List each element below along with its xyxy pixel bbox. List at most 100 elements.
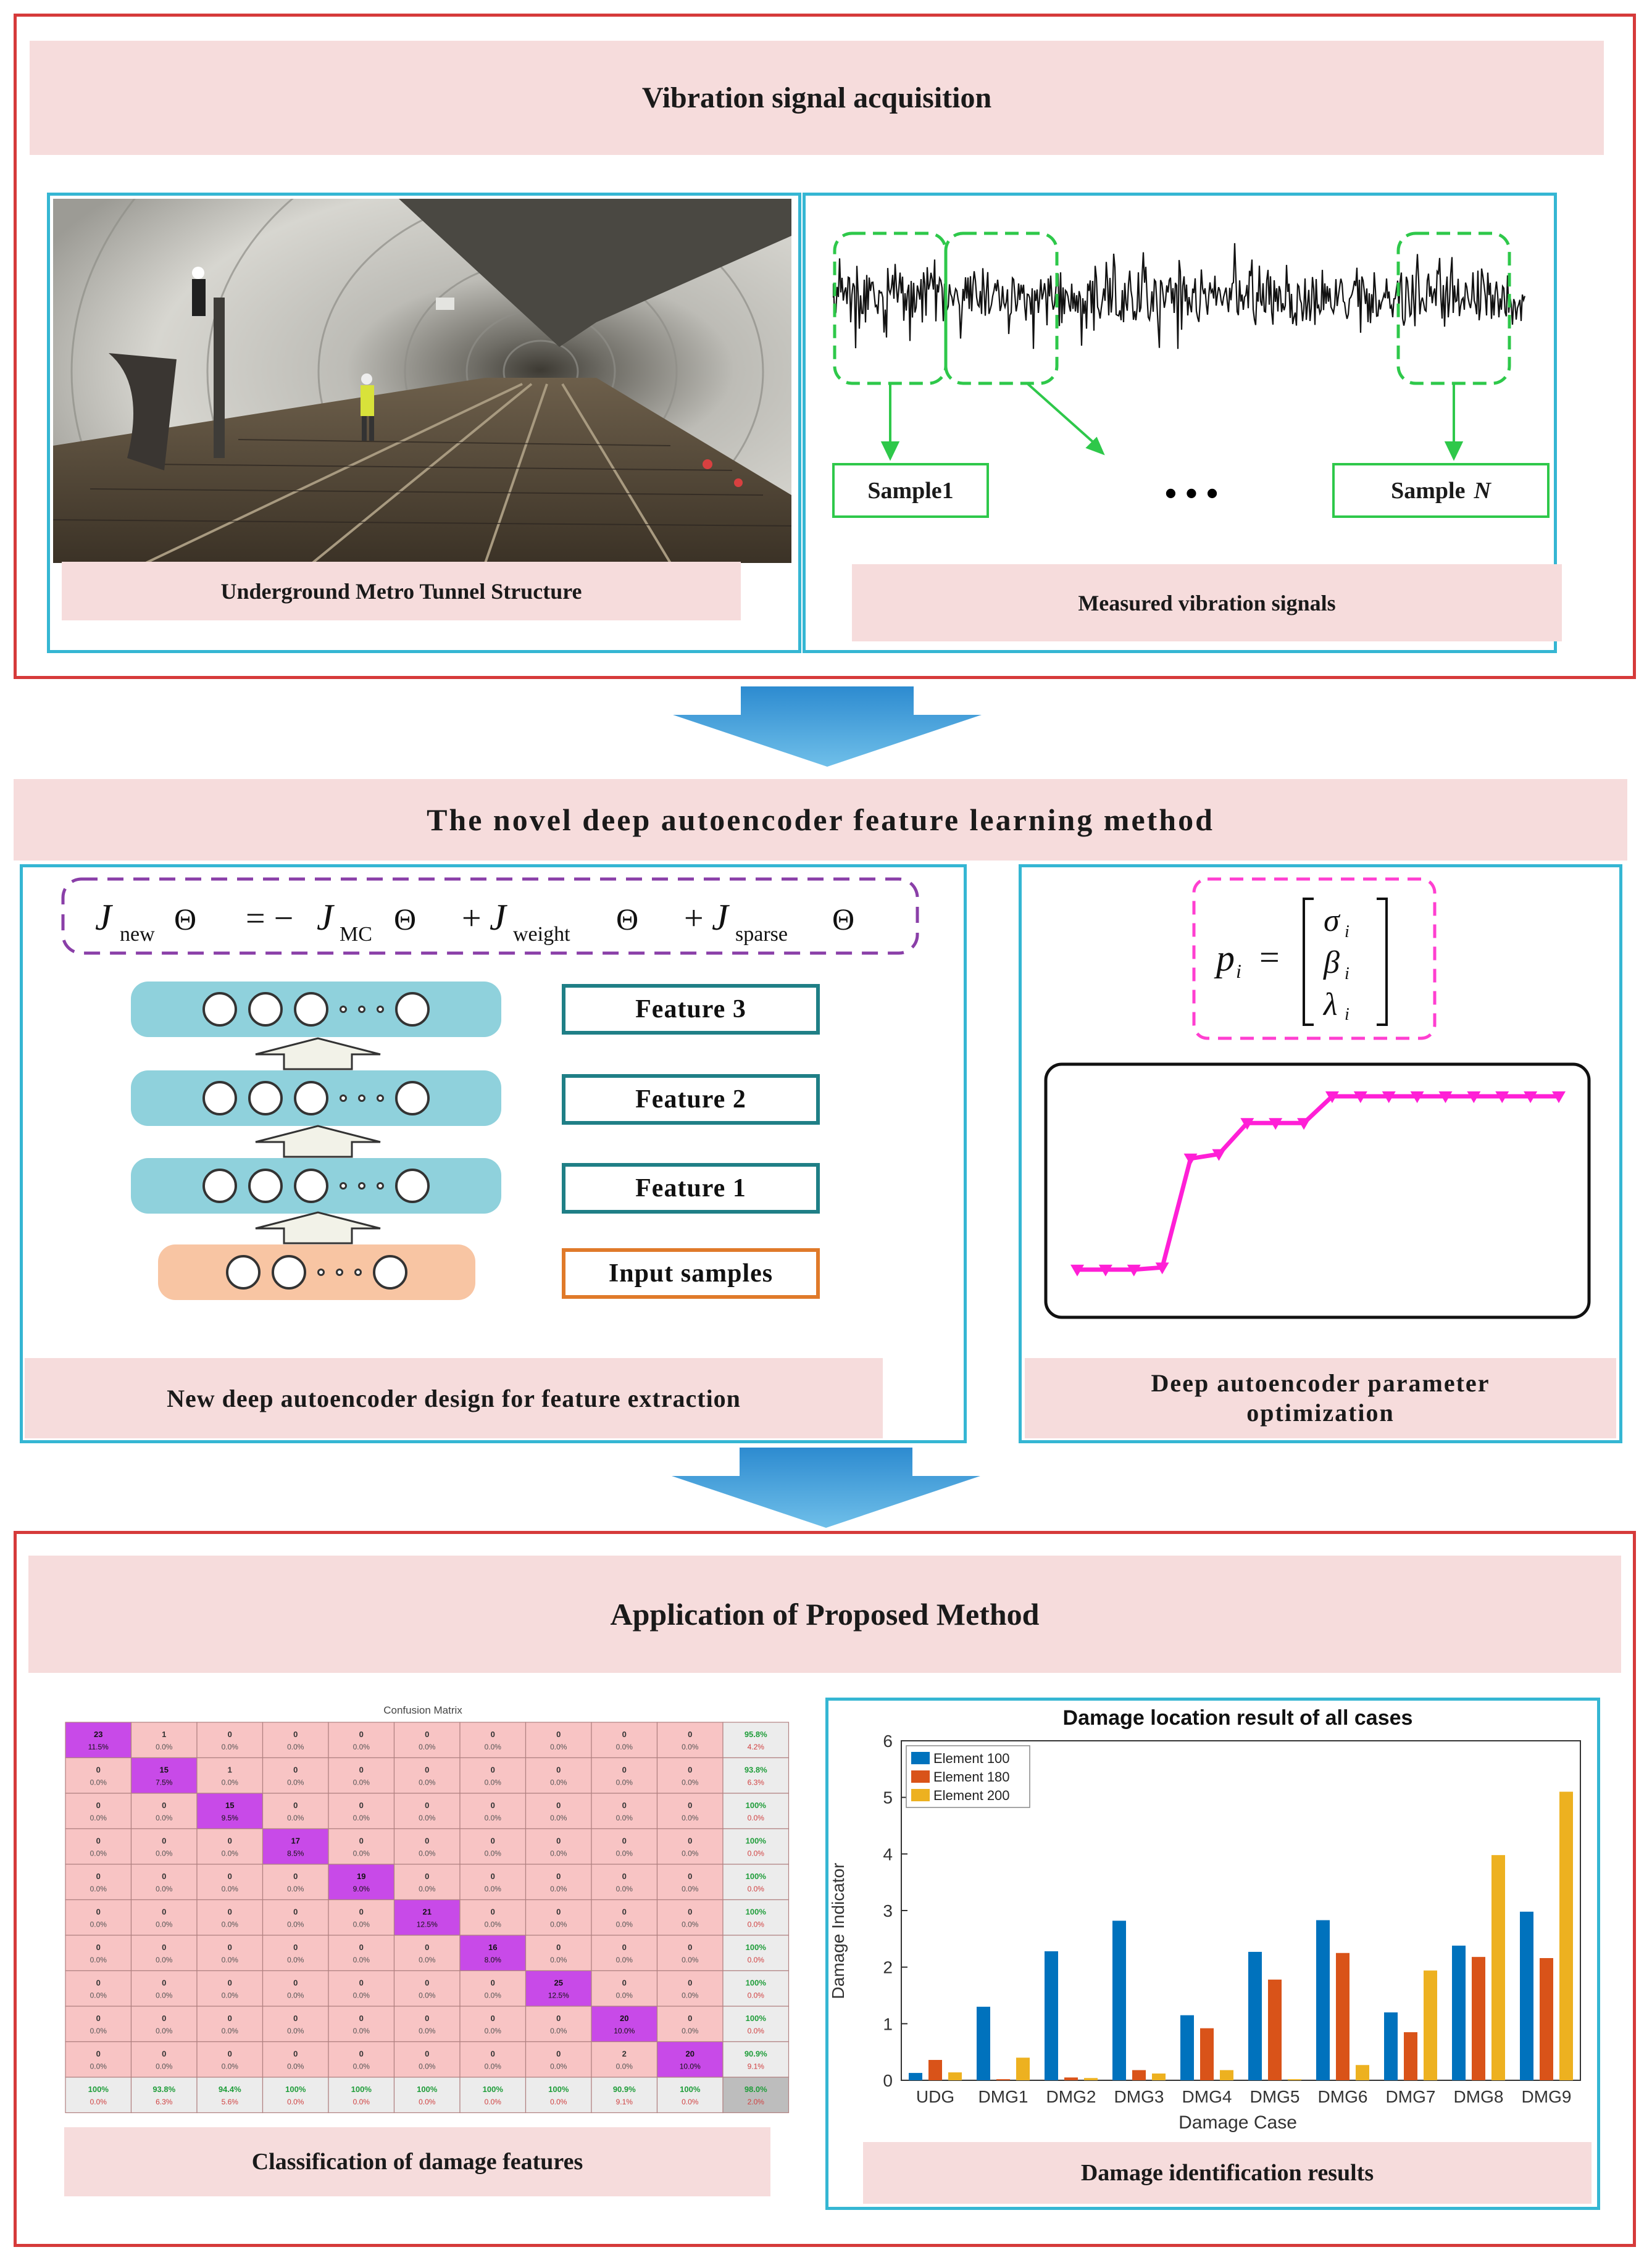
confusion-cell-count: 0	[228, 2014, 232, 2023]
confusion-cell-pct: 0.0%	[287, 2062, 304, 2071]
bar-element-100	[1248, 1951, 1262, 2080]
confusion-cell-pct: 0.0%	[748, 1991, 765, 2000]
confusion-cell-pct: 0.0%	[419, 1849, 436, 1858]
confusion-cell-count: 0	[491, 1765, 495, 1775]
confusion-cell-pct: 0.0%	[682, 1991, 699, 2000]
confusion-cell	[459, 2041, 527, 2078]
confusion-cell-pct: 0.0%	[353, 1920, 370, 1929]
vector-p-sub: i	[1236, 960, 1241, 982]
confusion-cell-pct: 0.0%	[419, 1814, 436, 1822]
confusion-cell-pct: 0.0%	[156, 1991, 173, 2000]
legend-swatch	[911, 1789, 930, 1801]
confusion-cell-pct: 0.0%	[222, 2062, 239, 2071]
confusion-cell-pct: 10.0%	[614, 2027, 635, 2035]
confusion-cell-pct: 0.0%	[550, 2027, 567, 2035]
confusion-cell	[130, 1899, 198, 1936]
ellipsis-dot	[358, 1006, 365, 1013]
confusion-cell-count: 0	[622, 1730, 627, 1739]
optimization-marker	[1127, 1264, 1141, 1277]
confusion-cell	[328, 1899, 395, 1936]
confusion-cell-pct: 0.0%	[156, 1743, 173, 1751]
confusion-cell-pct: 0.0%	[682, 1956, 699, 1964]
confusion-cell-count: 0	[359, 1907, 364, 1917]
confusion-cell-count: 100%	[417, 2085, 438, 2094]
signal-panel	[803, 193, 1557, 653]
formula-sub-new: new	[120, 923, 155, 946]
confusion-cell-count: 0	[688, 1872, 692, 1881]
bar-element-100	[1045, 1951, 1058, 2080]
confusion-cell-pct: 9.5%	[222, 1814, 239, 1822]
confusion-cell	[196, 1970, 264, 2007]
confusion-cell	[393, 1970, 461, 2007]
confusion-cell-pct: 0.0%	[485, 2062, 502, 2071]
bar-element-100	[1384, 2012, 1398, 2080]
confusion-cell	[459, 2006, 527, 2043]
confusion-cell	[65, 1722, 132, 1759]
bar-element-100	[909, 2073, 922, 2080]
confusion-cell	[591, 1722, 658, 1759]
confusion-cell-count: 0	[162, 1801, 166, 1810]
bar-element-100	[1520, 1911, 1533, 2080]
confusion-cell-pct: 0.0%	[419, 1743, 436, 1751]
confusion-cell-count: 20	[620, 2014, 628, 2023]
ellipsis-dot	[377, 1006, 384, 1013]
confusion-cell-count: 0	[359, 1978, 364, 1988]
confusion-cell	[722, 1935, 790, 1972]
sample1-box	[832, 463, 989, 518]
confusion-cell	[525, 1793, 592, 1830]
confusion-cell-count: 0	[96, 1907, 101, 1917]
neuron	[202, 1081, 237, 1115]
legend-label: Element 100	[933, 1751, 1010, 1766]
formula-theta-1: Θ	[174, 902, 196, 936]
ellipsis-dot	[377, 1094, 384, 1102]
confusion-cell-count: 0	[228, 1907, 232, 1917]
neuron	[248, 1169, 283, 1203]
confusion-cell-count: 0	[556, 2049, 561, 2059]
confusion-cell-pct: 0.0%	[287, 1814, 304, 1822]
confusion-cell-count: 0	[96, 1978, 101, 1988]
confusion-cell-count: 0	[491, 2014, 495, 2023]
confusion-cell-pct: 0.0%	[616, 1920, 633, 1929]
ellipsis-dot	[377, 1182, 384, 1190]
confusion-cell-count: 0	[688, 1943, 692, 1952]
section-application-title: Application of Proposed Method	[28, 1556, 1621, 1673]
parameter-vector: p i = σ i β i λ i	[1192, 877, 1437, 1040]
confusion-cell	[393, 1793, 461, 1830]
optimization-marker	[1240, 1118, 1254, 1130]
confusion-cell-count: 100%	[746, 1801, 767, 1810]
y-tick-label: 2	[883, 1958, 893, 1977]
confusion-cell-pct: 0.0%	[748, 1814, 765, 1822]
confusion-cell	[722, 1722, 790, 1759]
confusion-cell-count: 0	[491, 1872, 495, 1881]
confusion-cell-pct: 0.0%	[616, 1991, 633, 2000]
damage-bar-chart: Damage location result of all cases 0 1 2 3…	[830, 1706, 1581, 2133]
confusion-cell-count: 100%	[746, 1943, 767, 1952]
confusion-cell-count: 93.8%	[152, 2085, 175, 2094]
formula-J-new: J	[95, 897, 113, 938]
confusion-cell	[459, 2077, 527, 2114]
confusion-cell-pct: 0.0%	[748, 1885, 765, 1893]
neuron	[294, 1081, 328, 1115]
confusion-cell	[130, 2077, 198, 2114]
confusion-cell-pct: 0.0%	[485, 1778, 502, 1787]
confusion-cell-pct: 0.0%	[90, 1778, 107, 1787]
confusion-cell	[656, 1722, 724, 1759]
confusion-cell-pct: 0.0%	[748, 2027, 765, 2035]
confusion-cell-count: 0	[556, 1801, 561, 1810]
confusion-cell	[130, 1935, 198, 1972]
confusion-cell-count: 0	[688, 2014, 692, 2023]
confusion-cell-pct: 0.0%	[550, 1885, 567, 1893]
confusion-cell-pct: 0.0%	[682, 1778, 699, 1787]
confusion-cell-pct: 0.0%	[485, 1885, 502, 1893]
vector-beta-sub: i	[1345, 964, 1350, 983]
tunnel-panel	[47, 193, 801, 653]
confusion-cell	[262, 2077, 329, 2114]
confusion-cell-count: 0	[293, 2014, 298, 2023]
confusion-cell-pct: 0.0%	[682, 1743, 699, 1751]
bar-element-200	[948, 2072, 962, 2080]
x-tick-label: DMG4	[1182, 2087, 1232, 2106]
confusion-cell-pct: 0.0%	[90, 2098, 107, 2106]
bar-element-200	[1220, 2070, 1233, 2080]
chart-title: Damage location result of all cases	[1063, 1706, 1413, 1730]
confusion-cell-pct: 0.0%	[550, 1920, 567, 1929]
